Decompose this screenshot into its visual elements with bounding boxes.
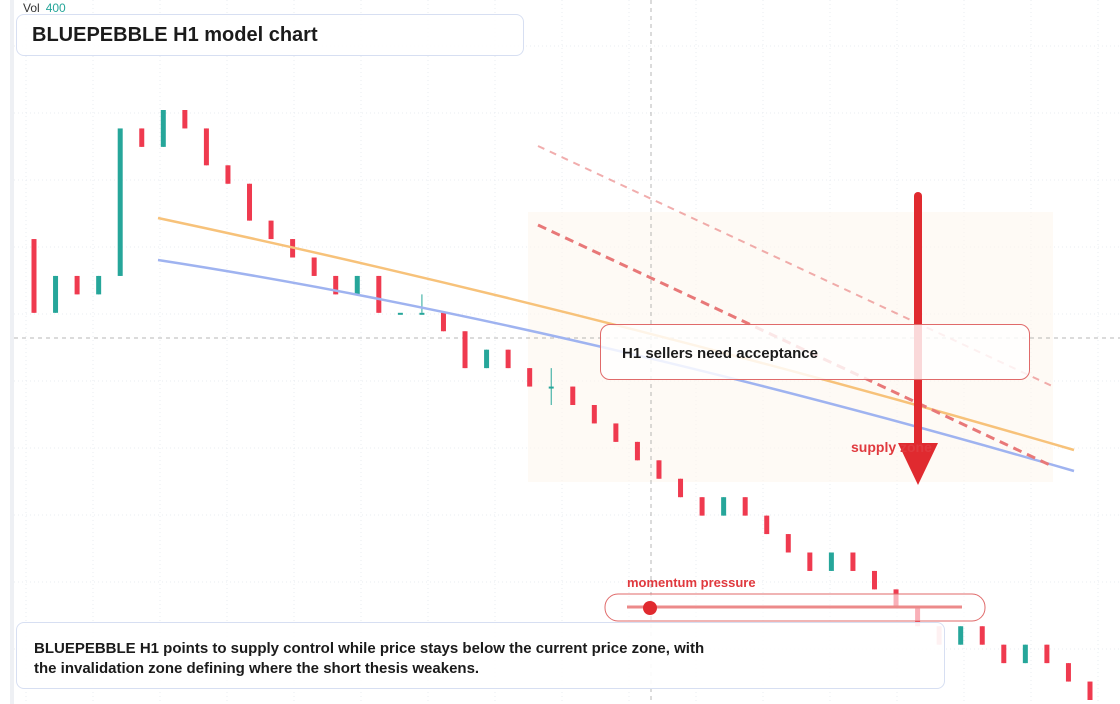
candle-body [53,275,59,313]
candle-body [354,275,360,295]
candle-body [376,275,382,313]
volume-legend: Vol 400 [23,1,66,15]
candle-body [699,497,705,516]
candle-body [678,478,684,498]
candle-body [721,497,727,516]
candle-body [764,515,770,535]
candle-body [333,275,339,295]
candle-body [1065,663,1071,682]
channel-lower-line [537,223,1053,468]
candle-body [1087,681,1093,700]
candle-body [225,165,231,184]
candle-body [484,349,490,369]
candle-body [247,183,253,221]
candle-body [139,128,145,147]
candle-body [548,386,554,389]
candle-body [31,239,37,313]
candle-body [527,368,533,387]
candle-body [462,331,468,369]
volume-legend-value: 400 [45,1,66,15]
summary-line-2: the invalidation zone defining where the… [34,660,480,677]
bearish-arrow-head [898,443,938,485]
candle-body [117,128,123,276]
supply-zone-label: supply zone [851,439,932,455]
candle-body [570,386,576,405]
candle-body [613,423,619,442]
candle-body [871,570,877,590]
candle-body [850,552,856,571]
candle-body [440,312,446,332]
candle-body [505,349,511,369]
candle-body [1001,644,1007,664]
candle-body [1044,644,1050,664]
left-rail [10,0,14,704]
callout-box: H1 sellers need acceptance [600,324,1030,380]
candle-body [591,405,597,424]
candle-body [1022,644,1028,664]
ema-slow-line [157,258,1075,473]
momentum-pressure-label: momentum pressure [627,575,756,590]
volume-legend-label: Vol [23,1,40,15]
candle-body [634,441,640,461]
candle-body [96,275,102,295]
candle-body [742,497,748,516]
momentum-knob [643,601,657,615]
candle-body [268,220,274,240]
candle-body [74,275,80,295]
candle-body [807,552,813,571]
summary-box: BLUEPEBBLE H1 points to supply control w… [16,622,945,689]
candle-body [397,312,403,315]
candle-body [419,312,425,315]
summary-line-1: BLUEPEBBLE H1 points to supply control w… [34,640,705,657]
candle-body [203,128,209,166]
candle-body [958,626,964,645]
candle-body [828,552,834,571]
chart-title: BLUEPEBBLE H1 model chart [16,14,524,56]
candle-body [311,257,317,276]
candle-body [656,460,662,479]
candle-body [979,626,985,645]
candle-body [182,110,188,129]
candle-body [160,110,166,147]
candle-body [785,534,791,553]
